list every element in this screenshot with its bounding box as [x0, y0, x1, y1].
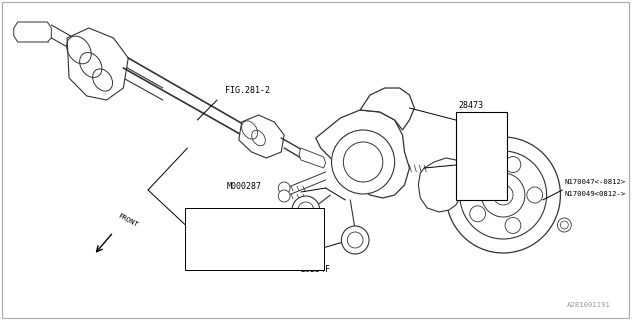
- Text: 28411A<LH>: 28411A<LH>: [188, 237, 231, 243]
- Circle shape: [493, 185, 513, 205]
- Circle shape: [470, 206, 486, 222]
- Text: 20254F: 20254F: [301, 266, 331, 275]
- Text: N170049<0812->: N170049<0812->: [564, 191, 626, 197]
- Circle shape: [343, 142, 383, 182]
- Text: 20254D: 20254D: [250, 209, 280, 218]
- Circle shape: [527, 187, 543, 203]
- Circle shape: [341, 226, 369, 254]
- Polygon shape: [299, 148, 326, 168]
- Polygon shape: [419, 158, 464, 212]
- Circle shape: [481, 173, 525, 217]
- Text: FRONT: FRONT: [116, 212, 138, 228]
- Text: M000287: M000287: [227, 181, 262, 190]
- Polygon shape: [316, 110, 410, 198]
- Circle shape: [446, 137, 561, 253]
- Polygon shape: [360, 88, 414, 130]
- Circle shape: [505, 217, 521, 233]
- Text: FIG.281-2: FIG.281-2: [225, 86, 270, 95]
- Text: A281001191: A281001191: [567, 302, 611, 308]
- Text: 28365: 28365: [457, 154, 482, 163]
- FancyBboxPatch shape: [456, 112, 507, 200]
- FancyBboxPatch shape: [186, 208, 324, 270]
- Circle shape: [292, 196, 319, 224]
- Circle shape: [332, 130, 395, 194]
- Circle shape: [470, 168, 486, 184]
- Text: N170047<-0812>: N170047<-0812>: [564, 179, 626, 185]
- Circle shape: [278, 182, 290, 194]
- Text: 28473: 28473: [459, 101, 484, 110]
- Circle shape: [505, 156, 521, 172]
- Circle shape: [557, 218, 572, 232]
- Circle shape: [348, 232, 363, 248]
- Polygon shape: [14, 22, 51, 42]
- Circle shape: [278, 190, 290, 202]
- Circle shape: [460, 151, 547, 239]
- Polygon shape: [239, 115, 284, 158]
- Circle shape: [298, 202, 314, 218]
- Polygon shape: [67, 28, 128, 100]
- Circle shape: [561, 221, 568, 229]
- Text: 28411 <RH>: 28411 <RH>: [188, 222, 231, 228]
